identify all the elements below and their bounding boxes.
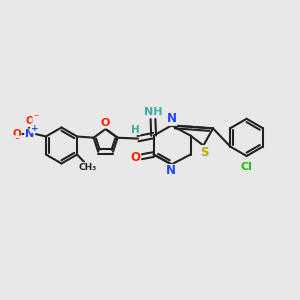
Text: O: O: [101, 118, 110, 128]
Text: NH: NH: [144, 106, 162, 117]
Text: ⁻: ⁻: [33, 113, 38, 124]
Text: O: O: [12, 129, 21, 139]
Text: N: N: [167, 112, 177, 125]
Text: Cl: Cl: [241, 162, 253, 172]
Text: ⁻: ⁻: [14, 136, 20, 146]
Text: CH₃: CH₃: [79, 163, 97, 172]
Text: +: +: [31, 124, 39, 133]
Text: N: N: [25, 129, 34, 139]
Text: H: H: [131, 124, 140, 135]
Text: N: N: [166, 164, 176, 178]
Text: O: O: [25, 116, 34, 127]
Text: O: O: [130, 151, 141, 164]
Text: S: S: [200, 146, 208, 159]
